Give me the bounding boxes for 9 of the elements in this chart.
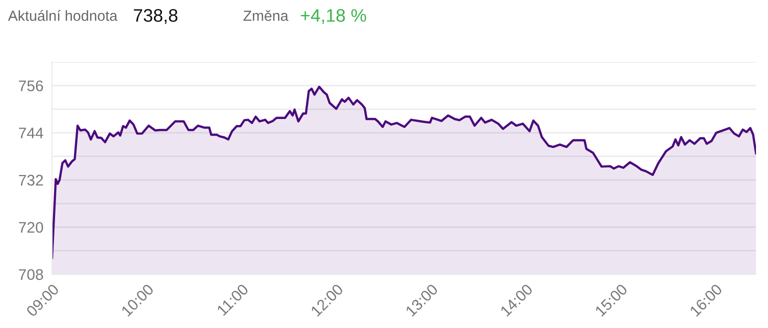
text: 738,8 xyxy=(134,9,178,24)
text: Změna xyxy=(243,10,288,21)
y-tick-label: 708 xyxy=(18,269,44,280)
text: Aktuální hodnota xyxy=(8,10,118,21)
y-tick-label: 720 xyxy=(18,222,44,233)
y-tick-label: 732 xyxy=(18,174,43,186)
y-tick-label: 744 xyxy=(18,128,44,138)
text: +4,18 % xyxy=(300,9,366,24)
y-tick-label: 756 xyxy=(18,80,43,92)
